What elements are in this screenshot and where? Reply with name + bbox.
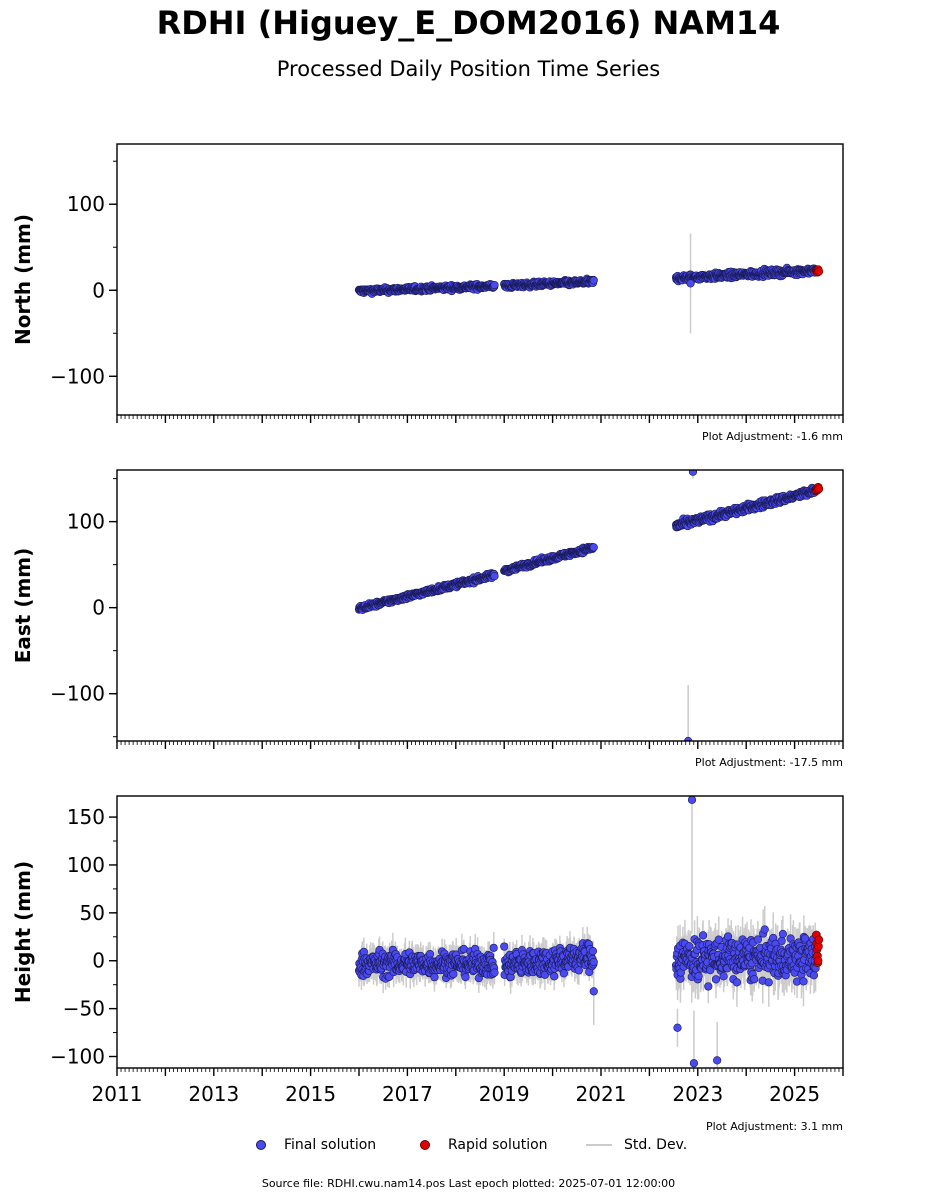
east-final-points (354, 470, 821, 741)
y-tick-label: 100 (67, 510, 105, 534)
height-data (354, 796, 824, 1068)
final-point (686, 279, 695, 288)
height-final-points (354, 796, 821, 1068)
east-x-ticks (116, 741, 844, 749)
y-tick-label: 0 (92, 278, 105, 302)
north-y-axis-label: North (mm) (11, 214, 35, 345)
final-point (589, 543, 598, 552)
north-rapid-points (812, 265, 824, 277)
final-point (589, 276, 598, 285)
y-tick-label: −100 (50, 682, 105, 706)
panel-east: −100 0 100 East (mm) Plot Adjustment: -17.5 … (11, 469, 844, 769)
y-tick-label: 0 (92, 596, 105, 620)
east-stddev-bars (358, 470, 818, 741)
east-y-axis-label: East (mm) (11, 548, 35, 664)
east-y-ticks: −100 0 100 (50, 478, 117, 738)
final-point (684, 736, 693, 741)
y-tick-label: 100 (67, 192, 105, 216)
final-point (490, 280, 499, 290)
north-data (354, 233, 824, 334)
plot-adjustment-note: Plot Adjustment: -1.6 mm (702, 430, 843, 443)
final-point (688, 470, 698, 476)
chart-subtitle: Processed Daily Position Time Series (276, 57, 661, 81)
north-x-ticks (116, 415, 844, 423)
final-point (490, 572, 499, 581)
plot-adjustment-note: Plot Adjustment: -17.5 mm (695, 756, 843, 769)
rapid-point (814, 484, 824, 494)
north-y-ticks: −100 0 100 (50, 160, 117, 388)
north-final-points (354, 263, 821, 298)
height-stddev-bars (358, 796, 818, 1068)
y-tick-label: −100 (50, 364, 105, 388)
east-rapid-points (812, 482, 824, 495)
panel-north: −100 0 100 North (mm) Plot Adjustment: -1.6 … (11, 143, 844, 443)
east-data (354, 470, 824, 741)
chart-title: RDHI (Higuey_E_DOM2016) NAM14 (156, 4, 781, 42)
rapid-point (814, 267, 824, 276)
